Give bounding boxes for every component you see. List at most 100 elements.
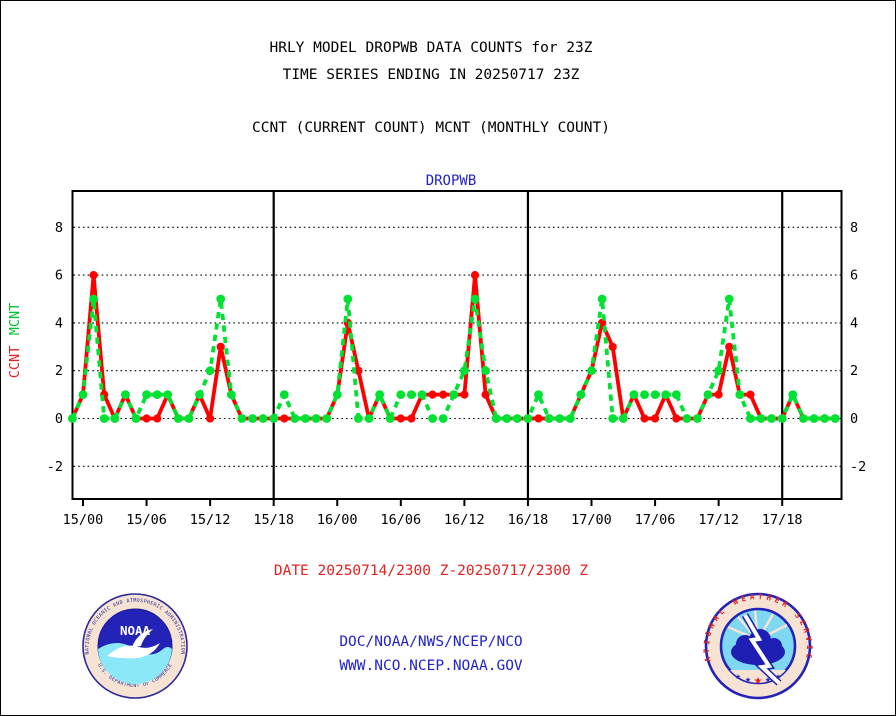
x-tick-label: 16/18 (508, 512, 549, 528)
mcnt-point (99, 414, 109, 423)
mcnt-point (142, 390, 152, 399)
mcnt-point (78, 390, 88, 399)
mcnt-point (618, 414, 628, 423)
legend-subtitle: CCNT (CURRENT COUNT) MCNT (MONTHLY COUNT… (252, 120, 610, 136)
x-tick-label: 16/06 (380, 512, 421, 528)
x-tick-label: 15/18 (253, 512, 294, 528)
x-tick-label: 17/00 (571, 512, 612, 528)
mcnt-point (375, 390, 384, 399)
ccnt-point (142, 414, 151, 423)
mcnt-point (311, 414, 321, 423)
mcnt-point (809, 414, 819, 423)
mcnt-point (693, 414, 702, 423)
mcnt-point (491, 414, 501, 423)
y-tick-label-right: 2 (850, 363, 858, 379)
website-line: WWW.NCO.NCEP.NOAA.GOV (339, 658, 523, 674)
mcnt-point (714, 366, 723, 376)
ccnt-point (280, 414, 289, 423)
mcnt-point (470, 294, 480, 304)
ccnt-point (460, 390, 469, 399)
ccnt-point (153, 414, 162, 423)
noaa-gull-icon (107, 643, 160, 659)
mcnt-point (152, 390, 162, 399)
y-tick-label-right: 8 (850, 220, 858, 236)
x-tick-label: 17/06 (635, 512, 676, 528)
title-line-2: TIME SERIES ENDING IN 20250717 23Z (282, 67, 580, 83)
mcnt-point (597, 294, 607, 304)
nws-logo: NATIONAL WEATHER SERVICE ★ ★ ★ ★ ★ (703, 592, 812, 700)
ccnt-point (714, 390, 723, 399)
x-tick-label: 16/00 (317, 512, 358, 528)
ccnt-point (428, 390, 437, 399)
ccnt-point (534, 414, 543, 423)
mcnt-point (682, 414, 692, 423)
mcnt-point (587, 366, 596, 376)
mcnt-point (364, 414, 374, 423)
mcnt-point (576, 390, 586, 399)
mcnt-point (407, 390, 416, 399)
mcnt-point (258, 414, 268, 423)
mcnt-point (173, 414, 183, 423)
mcnt-point (544, 414, 554, 423)
mcnt-point (131, 414, 141, 423)
mcnt-point (237, 414, 247, 423)
mcnt-point (417, 390, 427, 399)
y-tick-label-right: 4 (850, 315, 858, 331)
mcnt-point (354, 414, 363, 423)
y-tick-label-right: 6 (850, 268, 858, 284)
mcnt-point (777, 414, 787, 423)
ccnt-point (407, 414, 416, 423)
mcnt-point (565, 414, 575, 423)
mcnt-point (608, 414, 618, 423)
svg-text:★: ★ (754, 676, 763, 687)
mcnt-point (449, 390, 459, 399)
ccnt-point (439, 390, 448, 399)
mcnt-point (629, 390, 639, 399)
ccnt-point (746, 390, 755, 399)
svg-text:★: ★ (735, 673, 741, 681)
x-tick-label: 17/18 (762, 512, 803, 528)
y-tick-label-left: 6 (55, 268, 63, 284)
mcnt-point (703, 390, 713, 399)
noaa-acronym: NOAA (120, 623, 151, 638)
ccnt-point (672, 414, 681, 423)
mcnt-point (523, 414, 533, 423)
title-line-1: HRLY MODEL DROPWB DATA COUNTS for 23Z (269, 40, 593, 56)
mcnt-point (788, 390, 798, 399)
chart-title: DROPWB (425, 173, 477, 189)
svg-text:★: ★ (765, 676, 771, 684)
mcnt-point (756, 414, 766, 423)
mcnt-point (226, 390, 236, 399)
mcnt-point (512, 414, 522, 423)
ccnt-point (651, 414, 660, 423)
noaa-logo: NATIONAL OCEANIC AND ATMOSPHERIC ADMINIS… (82, 593, 188, 699)
mcnt-point (322, 414, 332, 423)
mcnt-point (534, 390, 543, 399)
x-tick-label: 15/12 (190, 512, 231, 528)
y-tick-label-left: 4 (55, 315, 63, 331)
y-tick-label-left: -2 (47, 459, 63, 475)
ccnt-point (640, 414, 649, 423)
mcnt-point (163, 390, 173, 399)
ccnt-point (470, 271, 480, 280)
ccnt-point (89, 271, 98, 280)
mcnt-point (110, 414, 120, 423)
mcnt-point (121, 390, 130, 399)
ccnt-point (396, 414, 405, 423)
svg-text:★: ★ (775, 673, 781, 681)
mcnt-point (68, 414, 77, 423)
y-tick-label-left: 2 (55, 363, 63, 379)
mcnt-point (650, 390, 660, 399)
mcnt-point (820, 414, 829, 423)
mcnt-point (332, 390, 342, 399)
mcnt-point (301, 414, 310, 423)
mcnt-point (290, 414, 300, 423)
org-line: DOC/NOAA/NWS/NCEP/NCO (339, 634, 523, 650)
y-tick-label-right: 0 (850, 411, 858, 427)
mcnt-point (216, 294, 226, 304)
mcnt-point (205, 366, 215, 376)
mcnt-line (70, 297, 836, 421)
y-tick-label-right: -2 (850, 459, 866, 475)
